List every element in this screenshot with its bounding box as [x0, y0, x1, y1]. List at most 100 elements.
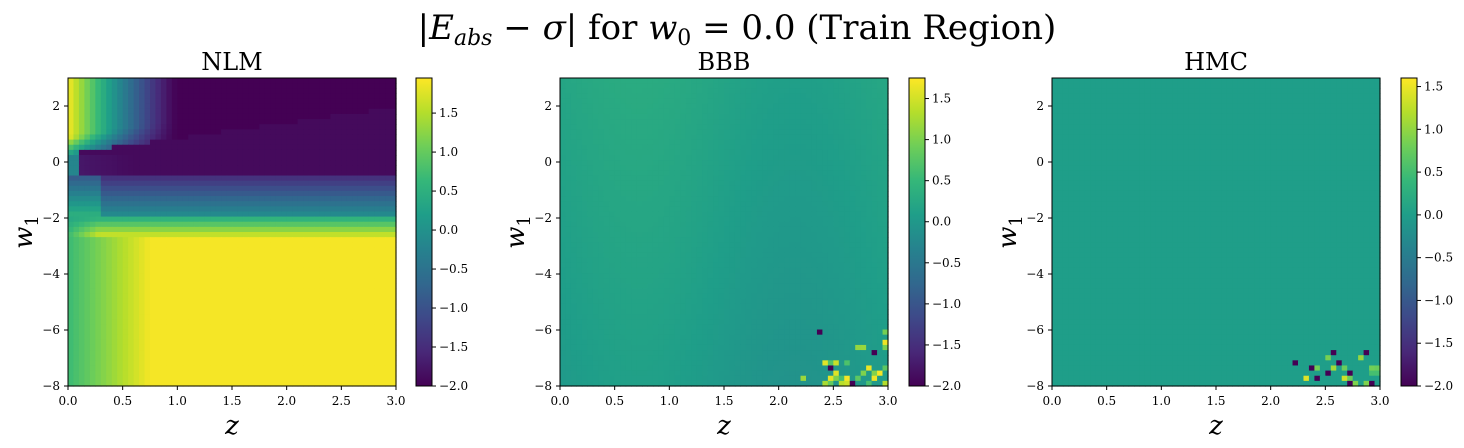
heatmap-cell [385, 180, 392, 187]
heatmap-cell [811, 113, 818, 120]
heatmap-cell [570, 165, 577, 171]
heatmap-cell [576, 160, 583, 166]
heatmap-cell [335, 180, 342, 187]
heatmap-cell [106, 129, 113, 136]
heatmap-cell [292, 134, 299, 141]
heatmap-cell [587, 98, 594, 105]
heatmap-cell [177, 103, 184, 110]
heatmap-cell [264, 196, 271, 202]
heatmap-cell [275, 298, 282, 305]
heatmap-cell [122, 144, 129, 151]
heatmap-cell [789, 170, 796, 177]
heatmap-cell [702, 175, 709, 182]
heatmap-cell [177, 206, 184, 213]
heatmap-cell [795, 144, 802, 151]
heatmap-cell [702, 185, 709, 192]
heatmap-cell [188, 134, 195, 141]
heatmap-cell [275, 201, 282, 207]
heatmap-cell [281, 257, 288, 264]
heatmap-cell [308, 139, 315, 146]
heatmap-cell [357, 309, 364, 315]
heatmap-cell [253, 190, 260, 197]
heatmap-cell [264, 232, 271, 238]
heatmap-cell [106, 113, 113, 120]
heatmap-cell [642, 78, 649, 84]
heatmap-cell [286, 375, 293, 382]
heatmap-cell [379, 119, 386, 125]
heatmap-cell [171, 124, 178, 130]
heatmap-cell [778, 98, 785, 105]
heatmap-cell [636, 144, 643, 151]
heatmap-cell [221, 360, 228, 367]
heatmap-cell [882, 98, 889, 105]
heatmap-cell [117, 134, 124, 141]
heatmap-cell [341, 303, 348, 310]
heatmap-cell [204, 201, 211, 207]
heatmap-cell [144, 216, 151, 223]
heatmap-cell [871, 113, 878, 120]
heatmap-cell [374, 226, 381, 233]
heatmap-cell [691, 165, 698, 171]
heatmap-cell [204, 196, 211, 202]
heatmap-cell [374, 93, 381, 100]
heatmap-cell [614, 78, 621, 84]
heatmap-cell [215, 98, 222, 105]
heatmap-cell [363, 180, 370, 187]
heatmap-cell [133, 139, 140, 146]
heatmap-cell [106, 93, 113, 100]
heatmap-cell [314, 242, 321, 248]
heatmap-cell [100, 267, 107, 274]
heatmap-cell [773, 175, 780, 182]
heatmap-cell [751, 129, 758, 136]
heatmap-cell [122, 108, 129, 115]
heatmap-cell [100, 134, 107, 141]
heatmap-cell [177, 216, 184, 223]
heatmap-cell [133, 221, 140, 228]
heatmap-cell [122, 257, 129, 264]
heatmap-cell [335, 314, 342, 320]
heatmap-cell [264, 201, 271, 207]
heatmap-cell [308, 185, 315, 192]
heatmap-cell [592, 190, 599, 197]
heatmap-cell [95, 119, 102, 125]
heatmap-cell [374, 78, 381, 84]
heatmap-cell [390, 267, 397, 274]
heatmap-cell [73, 144, 80, 151]
heatmap-cell [210, 108, 217, 115]
heatmap-cell [838, 165, 845, 171]
heatmap-cell [128, 329, 135, 336]
heatmap-cell [117, 103, 124, 110]
heatmap-cell [631, 129, 638, 136]
heatmap-cell [171, 267, 178, 274]
heatmap-cell [642, 165, 649, 171]
heatmap-cell [324, 267, 331, 274]
heatmap-cell [844, 124, 851, 130]
heatmap-cell [182, 329, 189, 336]
heatmap-cell [68, 134, 75, 141]
heatmap-cell [335, 129, 342, 136]
heatmap-cell [259, 155, 266, 161]
heatmap-cell [374, 237, 381, 243]
heatmap-cell [270, 134, 277, 141]
heatmap-cell [78, 134, 85, 141]
heatmap-cell [111, 139, 118, 146]
heatmap-cell [565, 165, 572, 171]
heatmap-cell [232, 88, 239, 94]
heatmap-cell [756, 129, 763, 136]
heatmap-cell [390, 288, 397, 295]
heatmap-cell [95, 160, 102, 166]
heatmap-cell [264, 144, 271, 151]
heatmap-cell [133, 370, 140, 377]
heatmap-cell [264, 355, 271, 361]
heatmap-cell [150, 170, 157, 177]
heatmap-cell [281, 190, 288, 197]
heatmap-cell [669, 108, 676, 115]
heatmap-cell [210, 262, 217, 269]
heatmap-cell [330, 93, 337, 100]
heatmap-cell [155, 350, 162, 356]
heatmap-cell [669, 144, 676, 151]
heatmap-cell [346, 221, 353, 228]
heatmap-cell [248, 196, 255, 202]
heatmap-cell [177, 242, 184, 248]
heatmap-cell [341, 185, 348, 192]
